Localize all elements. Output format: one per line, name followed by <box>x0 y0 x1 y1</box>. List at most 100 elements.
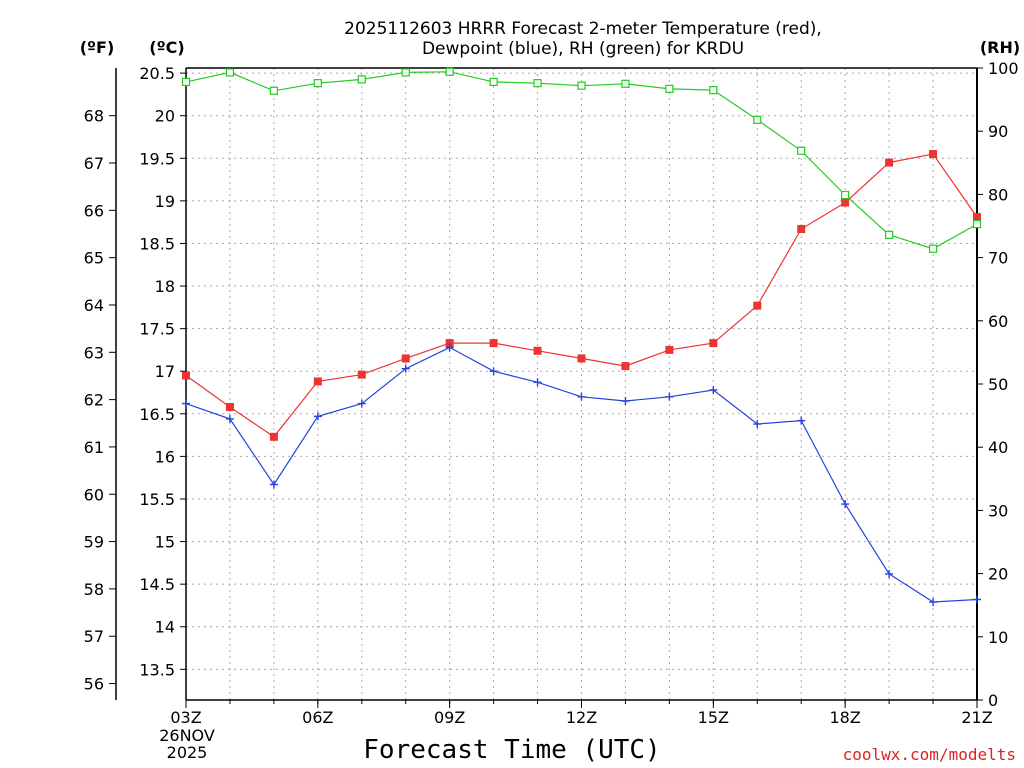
celsius-tick-label: 19 <box>155 192 175 211</box>
dewpoint-point <box>709 385 718 394</box>
rh-tick-label: 100 <box>988 59 1019 78</box>
temperature-point <box>753 301 762 310</box>
temperature-point <box>225 402 234 411</box>
relative-humidity-point <box>181 77 191 87</box>
temperature-point <box>269 432 278 441</box>
rh-tick-label: 80 <box>988 185 1008 204</box>
fahrenheit-tick-label: 66 <box>84 201 104 220</box>
celsius-tick-label: 18.5 <box>139 234 175 253</box>
dewpoint-point <box>797 416 806 425</box>
temperature-point <box>357 370 366 379</box>
dewpoint-point <box>929 598 938 607</box>
celsius-tick-label: 18 <box>155 277 175 296</box>
celsius-tick-label: 15 <box>155 533 175 552</box>
relative-humidity-point <box>533 79 542 88</box>
temperature-point <box>577 354 586 363</box>
dewpoint-point <box>357 399 366 408</box>
fahrenheit-tick-label: 64 <box>84 296 104 315</box>
dewpoint-point <box>225 414 234 423</box>
celsius-tick-label: 14 <box>155 618 175 637</box>
fahrenheit-tick-label: 60 <box>84 485 104 504</box>
celsius-tick-label: 19.5 <box>139 149 175 168</box>
dewpoint-point <box>577 392 586 401</box>
dewpoint-point <box>841 500 850 509</box>
celsius-tick-label: 20 <box>155 107 175 126</box>
rh-unit-label: (RH) <box>980 38 1020 57</box>
dewpoint-point <box>621 397 630 406</box>
relative-humidity-point <box>972 220 982 229</box>
celsius-unit-label: (ºC) <box>149 38 184 57</box>
relative-humidity-point <box>313 79 322 88</box>
relative-humidity-point <box>665 84 674 93</box>
celsius-tick-label: 17 <box>155 362 175 381</box>
temperature-point <box>797 224 806 233</box>
x-tick-label: 09Z <box>434 708 465 727</box>
relative-humidity-point <box>709 86 718 95</box>
celsius-tick-label: 16 <box>155 447 175 466</box>
fahrenheit-tick-label: 62 <box>84 391 104 410</box>
temperature-point <box>665 345 674 354</box>
grid-lines <box>186 68 977 700</box>
relative-humidity-point <box>225 68 235 77</box>
relative-humidity-point <box>269 86 278 95</box>
celsius-tick-label: 17.5 <box>139 320 175 339</box>
fahrenheit-tick-label: 61 <box>84 438 104 457</box>
rh-tick-label: 70 <box>988 249 1008 268</box>
dewpoint-point <box>313 412 322 421</box>
celsius-tick-label: 13.5 <box>139 660 175 679</box>
rh-tick-label: 10 <box>988 628 1008 647</box>
dewpoint-point <box>753 420 762 429</box>
relative-humidity-point <box>841 190 850 200</box>
x-tick-label: 21Z <box>961 708 992 727</box>
data-series <box>181 67 982 607</box>
rh-tick-label: 60 <box>988 312 1008 331</box>
celsius-tick-label: 15.5 <box>139 490 175 509</box>
date-label-year: 2025 <box>167 743 208 762</box>
x-tick-label: 18Z <box>830 708 861 727</box>
relative-humidity-point <box>489 77 498 87</box>
temperature-point <box>929 150 938 159</box>
chart-title-line-1: 2025112603 HRRR Forecast 2-meter Tempera… <box>344 19 822 39</box>
fahrenheit-tick-label: 59 <box>84 533 104 552</box>
temperature-point <box>885 158 894 167</box>
dewpoint-point <box>665 392 674 401</box>
rh-tick-label: 50 <box>988 375 1008 394</box>
dewpoint-point <box>269 480 278 489</box>
temperature-point <box>489 339 498 348</box>
dewpoint-point <box>182 399 190 408</box>
temperature-point <box>709 339 718 348</box>
x-tick-label: 06Z <box>302 708 333 727</box>
relative-humidity-point <box>357 75 366 84</box>
dewpoint-point <box>973 595 981 604</box>
x-tick-label: 15Z <box>698 708 729 727</box>
fahrenheit-unit-label: (ºF) <box>80 38 115 57</box>
dewpoint-point <box>885 569 894 578</box>
rh-tick-label: 20 <box>988 565 1008 584</box>
credit-link[interactable]: coolwx.com/modelts <box>843 745 1016 764</box>
chart-title-line-2: Dewpoint (blue), RH (green) for KRDU <box>422 39 744 59</box>
rh-tick-label: 0 <box>988 691 998 710</box>
relative-humidity-point <box>797 146 806 155</box>
dewpoint-point <box>533 378 542 387</box>
dewpoint-point <box>489 367 498 376</box>
relative-humidity-point <box>753 115 762 124</box>
chart-axes <box>115 67 978 701</box>
temperature-point <box>182 371 190 380</box>
axis-ticks: 13.5 14 14.5 15 15.5 16 16.5 17 17.5 18 18.5 19 19.5… <box>84 59 1019 727</box>
relative-humidity-point <box>928 244 938 253</box>
temperature-point <box>841 198 850 207</box>
dewpoint-line <box>185 346 978 603</box>
x-axis-label: Forecast Time (UTC) <box>363 735 660 765</box>
relative-humidity-point <box>621 79 630 88</box>
temperature-point <box>533 346 542 355</box>
temperature-point <box>621 362 630 371</box>
fahrenheit-tick-label: 58 <box>84 580 104 599</box>
fahrenheit-tick-label: 65 <box>84 249 104 268</box>
fahrenheit-tick-label: 63 <box>84 343 104 362</box>
fahrenheit-tick-label: 57 <box>84 627 104 646</box>
relative-humidity-point <box>577 81 586 90</box>
rh-tick-label: 90 <box>988 122 1008 141</box>
dewpoint-point <box>401 364 410 373</box>
celsius-tick-label: 14.5 <box>139 575 175 594</box>
